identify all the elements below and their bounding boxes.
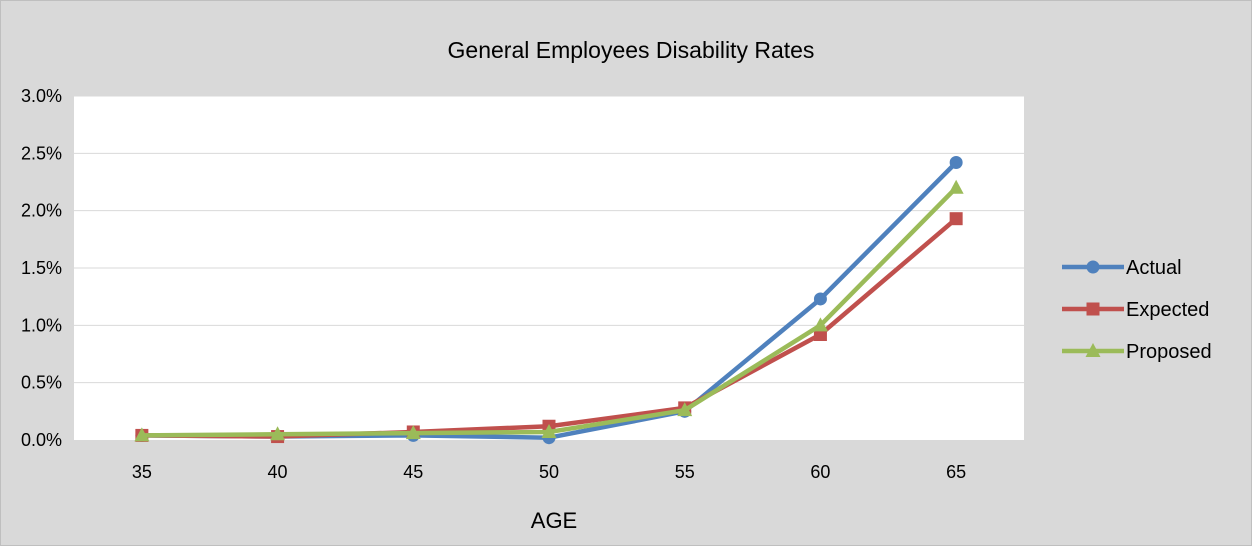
x-tick-label: 60 [810,462,830,482]
y-tick-label: 0.0% [21,430,62,450]
legend-label: Expected [1126,299,1209,321]
data-point-expected [949,212,963,226]
x-tick-label: 45 [403,462,423,482]
legend-item-actual: Actual [1062,257,1182,279]
x-tick-label: 50 [539,462,559,482]
y-tick-label: 0.5% [21,373,62,393]
data-point-proposed [677,402,693,417]
data-point-proposed [134,427,150,442]
data-point-actual [949,156,963,170]
x-axis-tick-labels: 35 40 45 50 55 60 65 [132,462,966,482]
y-tick-label: 1.5% [21,258,62,278]
y-tick-label: 2.0% [21,201,62,221]
y-tick-label: 1.0% [21,315,62,335]
gridlines [74,95,1024,384]
x-axis-title: AGE [531,508,577,533]
chart-title: General Employees Disability Rates [448,37,815,63]
y-axis-tick-labels: 0.0% 0.5% 1.0% 1.5% 2.0% 2.5% 3.0% [21,86,62,450]
data-point-proposed [541,423,557,438]
data-point-proposed [270,426,286,441]
x-tick-label: 40 [268,462,288,482]
data-point-actual [813,292,827,306]
legend-item-proposed: Proposed [1062,341,1212,363]
series-proposed [134,179,964,442]
legend-marker [1085,343,1101,357]
x-tick-label: 65 [946,462,966,482]
legend-label: Actual [1126,257,1182,279]
legend: Actual Expected Proposed [1062,257,1212,363]
legend-item-expected: Expected [1062,299,1209,321]
series-group [134,156,964,445]
x-tick-label: 55 [675,462,695,482]
data-point-proposed [948,179,964,194]
y-tick-label: 3.0% [21,86,62,106]
data-point-proposed [812,317,828,332]
legend-marker [1086,260,1100,274]
data-point-proposed [405,425,421,440]
legend-label: Proposed [1126,341,1212,363]
y-tick-label: 2.5% [21,143,62,163]
x-tick-label: 35 [132,462,152,482]
legend-marker [1086,302,1100,316]
